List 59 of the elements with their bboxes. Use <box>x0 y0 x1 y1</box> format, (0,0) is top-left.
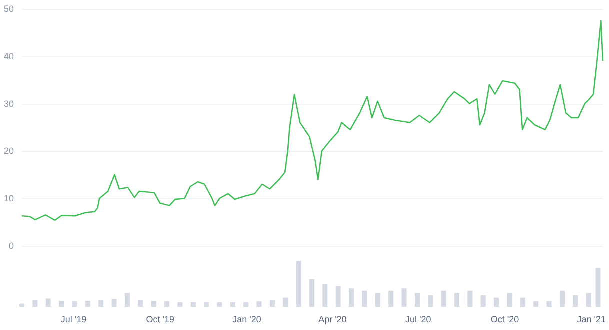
bar <box>322 284 328 307</box>
bar <box>138 300 144 307</box>
bar <box>441 290 446 307</box>
x-tick-label: Jul '20 <box>406 314 432 324</box>
y-tick-label: 20 <box>4 146 14 156</box>
x-tick-label: Jan '21 <box>577 314 606 324</box>
bar <box>20 304 24 307</box>
bar <box>349 288 354 307</box>
y-tick-label: 50 <box>4 4 14 14</box>
bar <box>244 302 249 307</box>
bar <box>270 300 275 307</box>
bar <box>560 290 565 307</box>
y-tick-label: 0 <box>8 241 14 251</box>
bar <box>507 293 512 307</box>
bar <box>388 290 394 307</box>
bar <box>178 302 183 307</box>
bar <box>546 301 552 307</box>
bar <box>112 299 117 307</box>
bar <box>296 261 302 307</box>
bar <box>98 300 104 307</box>
bar <box>402 288 407 307</box>
bar <box>283 298 288 307</box>
bar <box>217 302 222 307</box>
bar <box>204 302 210 307</box>
bar <box>59 301 64 307</box>
bar <box>454 293 460 307</box>
bar <box>494 298 500 307</box>
x-tick-label: Jan '20 <box>232 314 262 324</box>
y-tick-label: 30 <box>4 98 14 109</box>
y-tick-label: 10 <box>4 194 14 204</box>
bar <box>520 298 526 307</box>
x-tick-label: Oct '19 <box>146 314 175 324</box>
bar <box>85 301 90 307</box>
bar <box>124 293 130 307</box>
x-tick-label: Jul '19 <box>60 314 87 324</box>
bar <box>414 293 420 307</box>
bar <box>468 290 473 307</box>
bar <box>534 301 539 307</box>
x-tick-label: Oct '20 <box>490 314 520 324</box>
bar <box>596 268 601 307</box>
bar <box>586 293 592 307</box>
bar <box>256 301 262 307</box>
bar <box>46 298 51 307</box>
bar <box>375 293 380 307</box>
bar <box>190 302 196 307</box>
bar <box>72 301 78 307</box>
bar <box>480 296 486 307</box>
bar <box>428 296 434 307</box>
bar <box>573 296 578 307</box>
bar <box>336 286 341 307</box>
bar <box>362 290 368 307</box>
bar <box>230 302 236 307</box>
x-tick-label: Apr '20 <box>318 314 347 324</box>
line-series <box>21 20 604 222</box>
bar <box>309 279 314 307</box>
bar <box>32 300 38 307</box>
bar <box>151 301 156 307</box>
y-tick-label: 40 <box>4 51 14 62</box>
bar <box>164 301 170 307</box>
